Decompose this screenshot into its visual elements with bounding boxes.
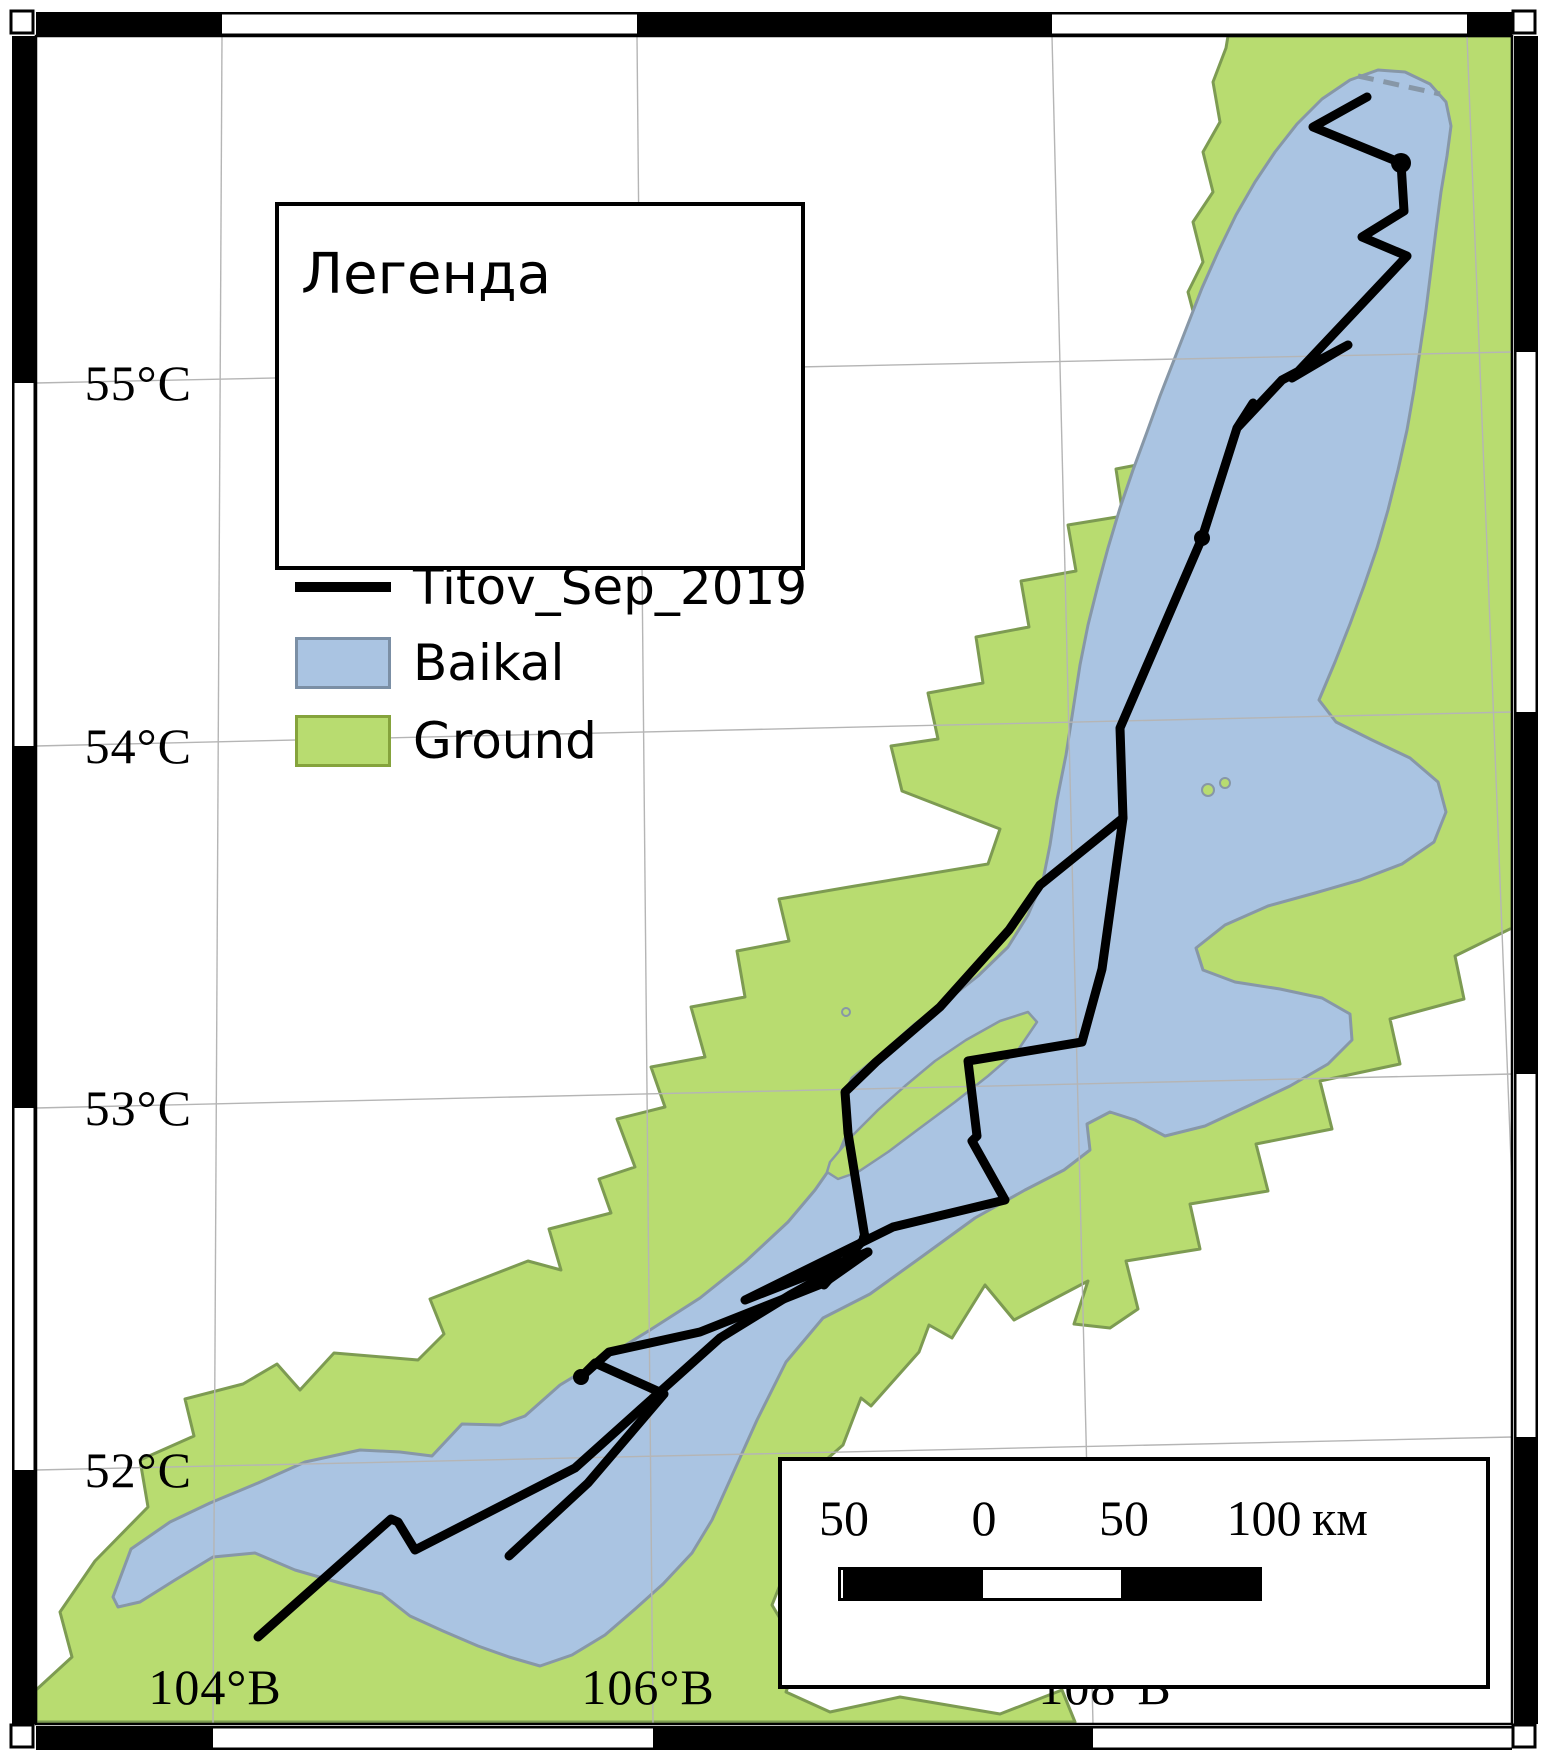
- corner-square: [1511, 1723, 1537, 1749]
- track-point-dot: [859, 1232, 871, 1244]
- track-line-symbol: [295, 582, 391, 592]
- top-border-white-segment: [222, 14, 637, 34]
- scalebar-number: 0: [971, 1490, 997, 1546]
- scalebar-unit: км: [1312, 1490, 1368, 1546]
- scalebar-box: 50 0 50 100 км: [778, 1457, 1490, 1689]
- legend-title: Легенда: [301, 242, 552, 307]
- legend-item-label: Titov_Sep_2019: [413, 558, 808, 616]
- parallel-52: [36, 1436, 1512, 1471]
- track-titov-sep-2019-seg3: [253, 1247, 873, 1642]
- corner-square: [1511, 9, 1537, 35]
- track-titov-sep-2019-seg2: [819, 813, 1128, 1290]
- north-islets-dashed: [1357, 73, 1441, 97]
- islet: [1201, 783, 1215, 797]
- top-border-white-segment: [1052, 14, 1467, 34]
- left-border-white-segment: [14, 383, 34, 746]
- lat-label-52: 52°С: [84, 1442, 192, 1498]
- lat-label-53: 53°С: [84, 1080, 192, 1136]
- bottom-border-white-segment: [213, 1728, 653, 1748]
- left-border-white-segment: [14, 1108, 34, 1470]
- meridian-108: [1051, 36, 1094, 1724]
- right-border-white-segment: [1516, 352, 1536, 712]
- map-frame: [34, 34, 1514, 1726]
- track-point-dot: [1194, 530, 1210, 546]
- legend-item-ground: Ground: [295, 712, 597, 770]
- legend-item-label: Ground: [413, 712, 597, 770]
- scalebar-number: 100: [1226, 1490, 1302, 1546]
- bottom-border-white-segment: [1093, 1728, 1512, 1748]
- lake-swatch: [295, 637, 391, 689]
- islet: [841, 1007, 851, 1017]
- legend-item-track: Titov_Sep_2019: [295, 558, 807, 616]
- map-layers: [36, 36, 1512, 1724]
- right-border-white-segment: [1516, 1074, 1536, 1437]
- parallel-53: [36, 1073, 1512, 1109]
- legend-item-label: Baikal: [413, 634, 565, 692]
- legend-box: Легенда Titov_Sep_2019 Baikal Ground: [275, 202, 807, 770]
- scalebar-number: 50: [1099, 1490, 1149, 1546]
- meridian-104: [212, 36, 223, 1724]
- lat-label-54: 54°С: [84, 718, 192, 774]
- meridian-110: [1466, 36, 1512, 1205]
- scalebar-bar: [838, 1567, 1262, 1601]
- legend-item-baikal: Baikal: [295, 634, 564, 692]
- lon-label-104: 104°В: [148, 1659, 282, 1715]
- corner-square: [9, 1723, 35, 1749]
- track-point-dot: [1391, 153, 1411, 173]
- track-titov-sep-2019-seg1: [504, 92, 1412, 1561]
- parallel-54: [36, 711, 1512, 747]
- lon-label-106: 106°В: [581, 1659, 715, 1715]
- scalebar-black-segment: [843, 1570, 983, 1598]
- corner-square: [9, 9, 35, 35]
- scalebar-black-segment: [1121, 1570, 1261, 1598]
- track-point-dot: [573, 1369, 589, 1385]
- scalebar-number: 50: [819, 1490, 869, 1546]
- islet: [1219, 777, 1231, 789]
- ground-swatch: [295, 715, 391, 767]
- lat-label-55: 55°С: [84, 355, 192, 411]
- right-border-band: [1514, 36, 1538, 1724]
- left-border-band: [12, 36, 36, 1724]
